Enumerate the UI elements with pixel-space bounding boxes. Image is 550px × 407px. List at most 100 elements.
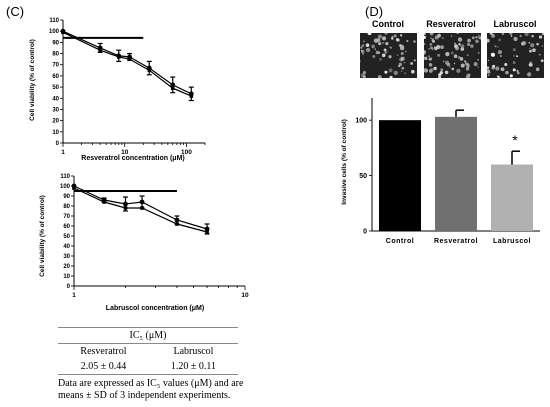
labruscol-data-point — [175, 222, 179, 226]
labruscol-y-tick-label: 90 — [63, 194, 70, 200]
labruscol-y-tick-label: 10 — [63, 274, 70, 280]
invasion-significance-marker: * — [512, 132, 518, 148]
footnote: Data are expressed as IC₅ values (μM) an… — [58, 378, 244, 401]
micrograph-cell-speck — [404, 72, 407, 75]
micrograph-cell-speck — [424, 68, 429, 73]
resveratrol-data-point — [61, 30, 65, 35]
micrograph-cell-speck — [460, 44, 465, 49]
resveratrol-y-tick-label: 110 — [49, 18, 59, 24]
micrograph-cell-speck — [377, 34, 383, 39]
micrograph-cell-speck — [513, 55, 515, 57]
micrograph-cell-speck — [381, 54, 385, 58]
micrograph-cell-speck — [521, 40, 527, 46]
micrograph-cell-speck — [477, 66, 479, 68]
micrograph-cell-speck — [491, 65, 496, 70]
micrograph-cell-speck — [401, 66, 405, 70]
micrograph-cell-speck — [362, 75, 366, 78]
micrograph-cell-speck — [445, 60, 450, 65]
micrograph-cell-speck — [410, 62, 413, 65]
micrograph-cell-speck — [489, 71, 491, 74]
invasion-bar — [435, 116, 477, 231]
micrograph-cell-speck — [429, 43, 433, 46]
micrograph-cell-speck — [529, 49, 532, 53]
micrograph-cell-speck — [509, 33, 513, 36]
micrograph-label-labruscol: Labruscol — [493, 19, 537, 29]
micrograph-cell-speck — [375, 50, 380, 55]
micrograph-cell-speck — [424, 43, 426, 45]
labruscol-y-tick-label: 80 — [63, 204, 70, 210]
micrograph-cell-speck — [491, 33, 495, 38]
labruscol-y-axis-label: Cell viability (% of control) — [39, 195, 46, 277]
invasion-bar — [379, 120, 421, 231]
micrograph-cell-speck — [396, 54, 399, 56]
invasion-category-label: Control — [386, 238, 414, 245]
micrograph-cell-speck — [535, 67, 540, 72]
micrograph-cell-speck — [501, 33, 505, 36]
micrograph-cell-speck — [377, 75, 382, 78]
micrograph-cell-speck — [400, 56, 405, 61]
micrograph-cell-speck — [384, 51, 387, 54]
micrograph-cell-speck — [429, 68, 434, 72]
micrograph-cell-speck — [381, 41, 385, 45]
micrograph-cell-speck — [376, 38, 381, 43]
micrograph-cell-speck — [391, 37, 394, 40]
micrograph-cell-speck — [432, 39, 435, 43]
micrograph-cell-speck — [487, 59, 490, 62]
micrograph-cell-speck — [477, 52, 480, 54]
micrograph-cell-speck — [389, 75, 393, 78]
micrograph-cell-speck — [450, 35, 453, 37]
resveratrol-y-tick-label: 80 — [52, 52, 59, 58]
micrograph-background — [360, 33, 417, 78]
panel-d-label: (D) — [365, 4, 384, 19]
micrograph-cell-speck — [438, 73, 442, 77]
micrograph-cell-speck — [378, 43, 381, 46]
micrograph-cell-speck — [541, 45, 544, 47]
micrograph-cell-speck — [466, 64, 470, 68]
resveratrol-data-point — [170, 86, 175, 91]
labruscol-data-point — [140, 206, 144, 210]
micrograph-cell-speck — [475, 36, 478, 39]
resveratrol-y-tick-label: 30 — [52, 107, 59, 113]
labruscol-data-point — [72, 186, 76, 190]
micrograph-cell-speck — [393, 70, 398, 76]
micrograph-cell-speck — [467, 38, 471, 43]
micrograph-cell-speck — [512, 68, 516, 72]
resveratrol-y-tick-label: 40 — [52, 96, 59, 102]
micrograph-cell-speck — [450, 51, 454, 55]
micrograph-cell-speck — [403, 61, 406, 64]
micrograph-label-resveratrol: Resveratrol — [426, 19, 476, 29]
resveratrol-y-tick-label: 70 — [52, 63, 59, 69]
resveratrol-x-axis-label: Resveratrol concentration (μM) — [81, 155, 184, 162]
micrograph-cell-speck — [384, 33, 388, 35]
labruscol-y-tick-label: 30 — [63, 254, 70, 260]
labruscol-y-tick-label: 20 — [63, 264, 70, 270]
micrograph-cell-speck — [540, 59, 544, 63]
micrograph-cell-speck — [395, 38, 400, 42]
micrograph-cell-speck — [428, 57, 433, 61]
micrograph-cell-speck — [365, 47, 371, 53]
micrograph-cell-speck — [497, 46, 499, 48]
micrograph-cell-speck — [487, 74, 490, 77]
resveratrol-x-tick-label: 10 — [121, 149, 129, 156]
labruscol-x-tick-label: 10 — [241, 292, 249, 299]
resveratrol-y-tick-label: 60 — [52, 74, 59, 80]
invasion-y-axis-label: Invasive cells (% of control) — [341, 119, 348, 205]
micrograph-cell-speck — [487, 38, 490, 43]
ic50-value-resveratrol: 2.05 ± 0.44 — [58, 359, 149, 375]
micrograph-cell-speck — [361, 44, 365, 47]
micrograph-cell-speck — [516, 55, 519, 58]
micrograph-cell-speck — [460, 63, 465, 68]
micrograph-cell-speck — [381, 36, 387, 41]
labruscol-y-tick-label: 50 — [63, 234, 70, 240]
invasion-category-label: Labruscol — [493, 238, 531, 245]
micrograph-cell-speck — [385, 42, 389, 46]
micrograph-cell-speck — [361, 49, 363, 52]
micrograph-cell-speck — [519, 35, 522, 38]
micrograph-cell-speck — [477, 58, 479, 61]
resveratrol-x-tick-label: 1 — [61, 149, 65, 156]
micrograph-cell-speck — [527, 72, 532, 77]
micrograph-cell-speck — [398, 62, 402, 67]
micrograph-cell-speck — [487, 66, 490, 70]
resveratrol-x-tick-label: 100 — [181, 149, 192, 156]
resveratrol-data-point — [189, 94, 194, 98]
